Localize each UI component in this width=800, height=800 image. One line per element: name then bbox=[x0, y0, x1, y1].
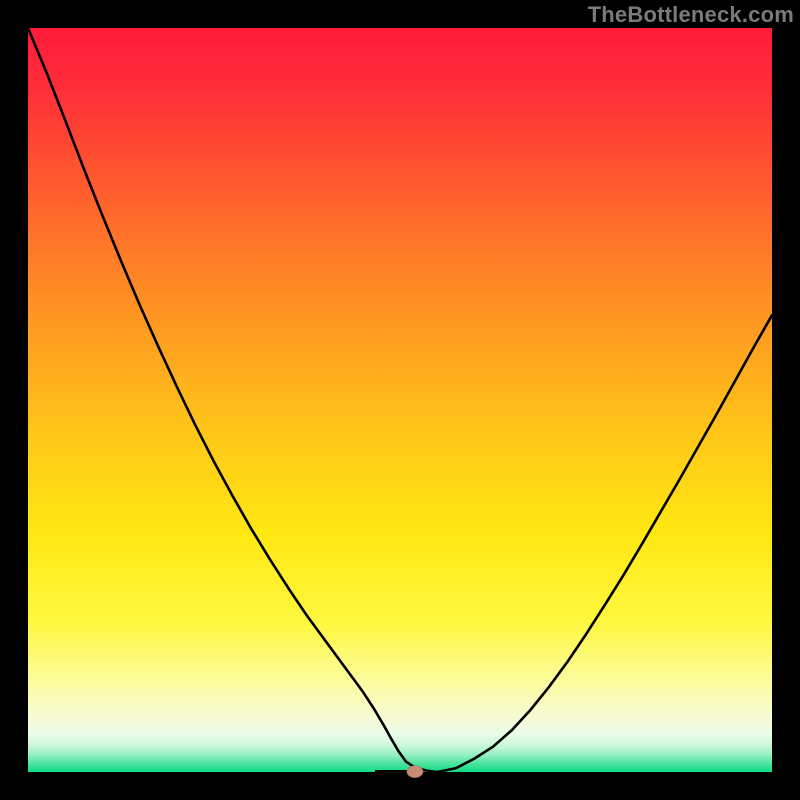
chart-container: TheBottleneck.com bbox=[0, 0, 800, 800]
optimal-point-marker bbox=[407, 766, 423, 778]
watermark-text: TheBottleneck.com bbox=[588, 2, 794, 28]
plot-gradient bbox=[28, 28, 772, 772]
bottleneck-chart bbox=[0, 0, 800, 800]
